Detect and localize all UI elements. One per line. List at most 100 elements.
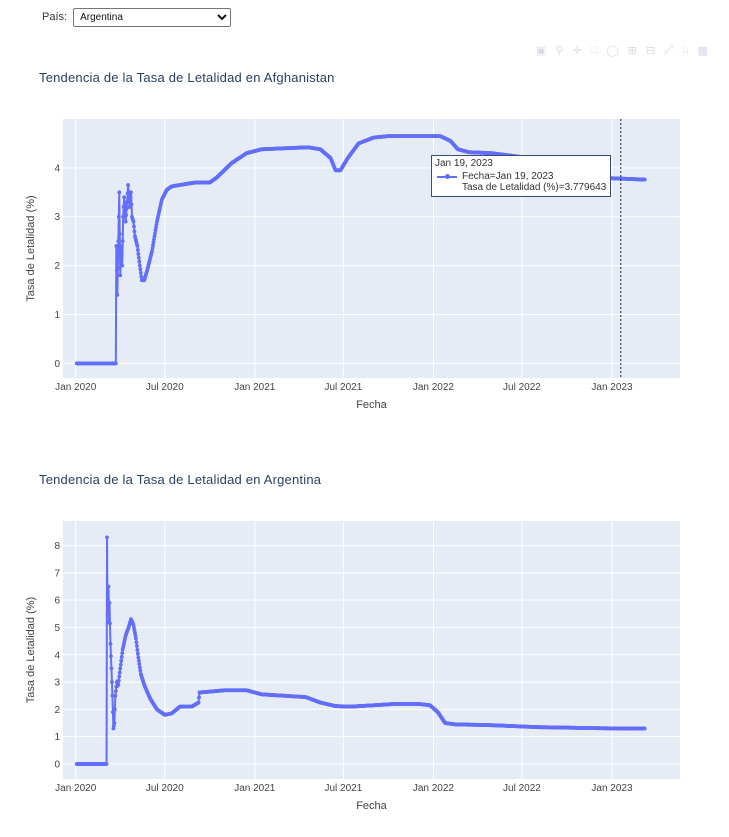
zoom-out-icon[interactable]: ⊟ xyxy=(645,45,656,57)
data-point[interactable] xyxy=(116,239,121,244)
data-point[interactable] xyxy=(118,273,123,278)
data-point[interactable] xyxy=(117,190,122,195)
data-point[interactable] xyxy=(117,231,122,236)
data-point[interactable] xyxy=(109,666,114,671)
data-point[interactable] xyxy=(152,234,157,239)
data-point[interactable] xyxy=(152,237,156,242)
data-point[interactable] xyxy=(151,240,156,245)
data-point[interactable] xyxy=(132,224,136,229)
data-point[interactable] xyxy=(115,293,120,297)
data-point[interactable] xyxy=(112,721,117,725)
data-point[interactable] xyxy=(136,658,141,663)
camera-icon[interactable]: ▣ xyxy=(536,45,547,57)
data-point[interactable] xyxy=(117,670,122,675)
data-point[interactable] xyxy=(136,251,141,256)
lasso-icon[interactable]: ◯ xyxy=(606,45,619,57)
data-point[interactable] xyxy=(122,203,127,208)
data-point[interactable] xyxy=(642,726,647,731)
data-point[interactable] xyxy=(123,219,128,224)
data-point[interactable] xyxy=(137,259,142,264)
data-point[interactable] xyxy=(153,231,157,236)
data-point[interactable] xyxy=(139,274,144,279)
data-point[interactable] xyxy=(124,213,129,218)
data-point[interactable] xyxy=(114,244,119,248)
data-point[interactable] xyxy=(134,640,139,645)
data-point[interactable] xyxy=(119,253,124,258)
data-point[interactable] xyxy=(153,228,158,233)
data-point[interactable] xyxy=(136,255,141,260)
data-point[interactable] xyxy=(197,695,201,700)
data-point[interactable] xyxy=(105,611,110,616)
data-point[interactable] xyxy=(113,693,118,698)
data-point[interactable] xyxy=(115,266,120,270)
data-point[interactable] xyxy=(134,636,138,641)
zoom-in-icon[interactable]: ⊞ xyxy=(627,45,637,57)
data-point[interactable] xyxy=(132,229,137,234)
data-point[interactable] xyxy=(120,651,125,656)
data-point[interactable] xyxy=(122,195,127,200)
data-point[interactable] xyxy=(135,651,140,656)
data-point[interactable] xyxy=(104,762,109,766)
data-point[interactable] xyxy=(154,225,158,230)
box-select-icon[interactable]: □ xyxy=(590,44,598,56)
data-point[interactable] xyxy=(116,678,121,683)
data-point[interactable] xyxy=(116,214,121,219)
data-point[interactable] xyxy=(129,202,134,207)
data-point[interactable] xyxy=(151,243,155,247)
data-point[interactable] xyxy=(108,641,113,646)
zoom-icon[interactable]: ⚲ xyxy=(555,45,564,57)
data-point[interactable] xyxy=(121,214,126,219)
data-point[interactable] xyxy=(119,244,124,248)
data-point[interactable] xyxy=(642,177,647,182)
data-point[interactable] xyxy=(135,244,140,248)
data-point[interactable] xyxy=(138,271,143,275)
data-point[interactable] xyxy=(126,183,130,187)
autoscale-icon[interactable]: ⤢ xyxy=(664,44,673,56)
data-point[interactable] xyxy=(150,246,155,250)
data-point[interactable] xyxy=(196,700,201,705)
data-point[interactable] xyxy=(135,647,140,652)
data-point[interactable] xyxy=(137,665,142,670)
data-point[interactable] xyxy=(124,206,129,211)
data-point[interactable] xyxy=(105,535,109,540)
data-point[interactable] xyxy=(137,263,142,268)
data-point[interactable] xyxy=(108,621,112,626)
data-point[interactable] xyxy=(116,682,121,687)
data-point[interactable] xyxy=(137,662,142,666)
data-point[interactable] xyxy=(119,655,124,659)
data-point[interactable] xyxy=(135,248,140,252)
data-point[interactable] xyxy=(131,219,136,224)
country-select[interactable]: Argentina xyxy=(73,7,232,27)
data-point[interactable] xyxy=(136,655,141,660)
data-point[interactable] xyxy=(134,644,139,648)
data-point[interactable] xyxy=(113,361,118,366)
data-point[interactable] xyxy=(138,267,143,272)
data-point[interactable] xyxy=(138,668,143,673)
data-point[interactable] xyxy=(154,222,159,227)
data-point[interactable] xyxy=(111,710,115,715)
data-point[interactable] xyxy=(106,584,111,589)
data-point[interactable] xyxy=(128,195,133,200)
data-point[interactable] xyxy=(118,666,123,671)
data-point[interactable] xyxy=(118,258,123,263)
data-point[interactable] xyxy=(109,654,113,659)
data-point[interactable] xyxy=(120,263,125,268)
data-point[interactable] xyxy=(110,680,114,684)
data-point[interactable] xyxy=(118,662,123,667)
data-point[interactable] xyxy=(113,689,118,694)
x-tick-label: Jan 2023 xyxy=(591,783,633,794)
data-point[interactable] xyxy=(107,601,112,605)
hover-date-header: Jan 19, 2023 xyxy=(435,158,493,169)
data-point[interactable] xyxy=(110,693,115,698)
data-point[interactable] xyxy=(119,658,124,663)
data-point[interactable] xyxy=(129,190,133,195)
data-point[interactable] xyxy=(117,674,122,679)
y-tick-label: 2 xyxy=(54,261,60,272)
data-point[interactable] xyxy=(150,249,154,253)
pan-icon[interactable]: ✛ xyxy=(572,45,582,57)
data-point[interactable] xyxy=(112,707,117,712)
reset-axes-icon[interactable]: ⌂ xyxy=(681,44,689,56)
plotly-logo-icon[interactable]: ▩ xyxy=(697,45,708,57)
data-point[interactable] xyxy=(120,239,125,244)
